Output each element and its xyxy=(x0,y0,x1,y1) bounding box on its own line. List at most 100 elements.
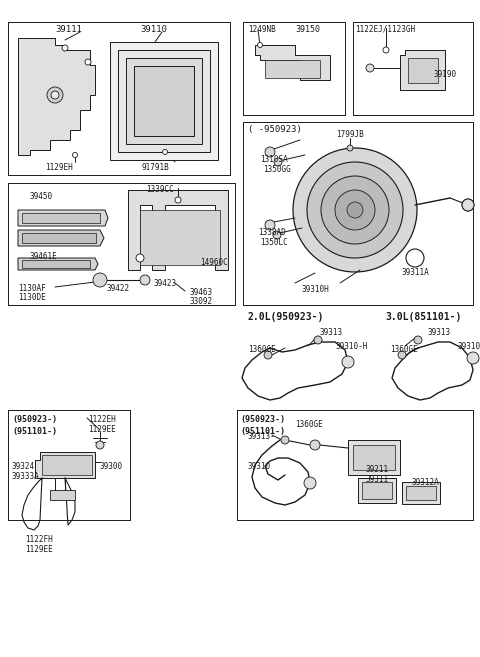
Text: 91791B: 91791B xyxy=(141,163,169,172)
Text: 39313-: 39313- xyxy=(248,432,276,441)
Circle shape xyxy=(467,352,479,364)
Bar xyxy=(348,440,400,475)
Text: 39190: 39190 xyxy=(434,70,457,79)
Circle shape xyxy=(257,43,263,47)
Text: (950923-): (950923-) xyxy=(240,415,285,424)
Text: 1360GE: 1360GE xyxy=(390,345,418,354)
Circle shape xyxy=(264,351,272,359)
Bar xyxy=(42,455,92,475)
Bar xyxy=(358,478,396,503)
Bar xyxy=(406,486,436,500)
Circle shape xyxy=(265,147,275,157)
Circle shape xyxy=(140,275,150,285)
Text: 39422: 39422 xyxy=(107,284,130,293)
Circle shape xyxy=(321,176,389,244)
Text: 39310-H: 39310-H xyxy=(335,342,367,351)
Circle shape xyxy=(366,64,374,72)
Circle shape xyxy=(265,220,275,230)
Circle shape xyxy=(273,231,281,239)
Bar xyxy=(408,58,438,83)
Text: 39324: 39324 xyxy=(12,462,35,471)
Bar xyxy=(22,260,90,268)
Text: 39211: 39211 xyxy=(365,465,388,474)
Circle shape xyxy=(398,351,406,359)
Text: (951101-): (951101-) xyxy=(12,427,57,436)
Text: 1122EH: 1122EH xyxy=(88,415,116,424)
Circle shape xyxy=(342,356,354,368)
Circle shape xyxy=(274,158,282,166)
Bar xyxy=(140,210,220,265)
Polygon shape xyxy=(35,452,95,478)
Polygon shape xyxy=(128,190,228,270)
Circle shape xyxy=(51,91,59,99)
Text: 1339CC: 1339CC xyxy=(146,185,174,194)
Circle shape xyxy=(136,254,144,262)
Polygon shape xyxy=(255,45,330,80)
Text: 33092: 33092 xyxy=(190,297,213,306)
Circle shape xyxy=(96,441,104,449)
Text: 1350GG: 1350GG xyxy=(263,165,291,174)
Text: 39423: 39423 xyxy=(154,279,177,288)
Text: 39461E: 39461E xyxy=(30,252,58,261)
Bar xyxy=(362,482,392,499)
Polygon shape xyxy=(18,210,108,226)
Text: 3.0L(851101-): 3.0L(851101-) xyxy=(385,312,461,322)
Text: 1130AF: 1130AF xyxy=(18,284,46,293)
Text: 1350LC: 1350LC xyxy=(260,238,288,247)
Bar xyxy=(118,50,210,152)
Text: 1129EH: 1129EH xyxy=(45,163,73,172)
Bar xyxy=(265,60,320,78)
Text: 39310: 39310 xyxy=(248,462,271,471)
Circle shape xyxy=(85,59,91,65)
Polygon shape xyxy=(18,38,95,155)
Polygon shape xyxy=(400,50,445,90)
Bar xyxy=(402,482,440,504)
Bar xyxy=(22,213,100,223)
Text: 39150: 39150 xyxy=(295,25,320,34)
Text: ( -950923): ( -950923) xyxy=(248,125,302,134)
Circle shape xyxy=(175,197,181,203)
Circle shape xyxy=(62,45,68,51)
Text: 1360GE: 1360GE xyxy=(248,345,276,354)
Text: 1122FH: 1122FH xyxy=(25,535,53,544)
Bar xyxy=(50,490,75,500)
Polygon shape xyxy=(18,230,104,246)
Text: 39110: 39110 xyxy=(140,25,167,34)
Bar xyxy=(353,445,395,470)
Circle shape xyxy=(72,152,77,158)
Circle shape xyxy=(310,440,320,450)
Bar xyxy=(134,66,194,136)
Text: 1310SA: 1310SA xyxy=(260,155,288,164)
Text: 39450: 39450 xyxy=(30,192,53,201)
Text: 1129EE: 1129EE xyxy=(25,545,53,554)
Text: 39313: 39313 xyxy=(320,328,343,337)
Text: 2.0L(950923-): 2.0L(950923-) xyxy=(248,312,324,322)
Circle shape xyxy=(281,436,289,444)
Circle shape xyxy=(304,477,316,489)
Circle shape xyxy=(383,47,389,53)
Text: 1122EJ/1123GH: 1122EJ/1123GH xyxy=(355,25,415,34)
Bar xyxy=(126,58,202,144)
Text: 1799JB: 1799JB xyxy=(336,130,364,139)
Text: 39310H: 39310H xyxy=(458,342,480,351)
Text: 39333A: 39333A xyxy=(12,472,40,481)
Circle shape xyxy=(335,190,375,230)
Circle shape xyxy=(293,148,417,272)
Text: 39300: 39300 xyxy=(100,462,123,471)
Circle shape xyxy=(163,150,168,154)
Circle shape xyxy=(307,162,403,258)
Text: 1130DE: 1130DE xyxy=(18,293,46,302)
Circle shape xyxy=(462,199,474,211)
Text: 1360GE: 1360GE xyxy=(295,420,323,429)
Polygon shape xyxy=(18,258,98,270)
Text: 39312A: 39312A xyxy=(412,478,440,487)
Text: 39111: 39111 xyxy=(55,25,82,34)
Circle shape xyxy=(314,336,322,344)
Circle shape xyxy=(347,145,353,151)
Circle shape xyxy=(47,87,63,103)
Circle shape xyxy=(347,202,363,218)
Bar xyxy=(110,42,218,160)
Circle shape xyxy=(414,336,422,344)
Text: (951101-): (951101-) xyxy=(240,427,285,436)
Text: 39313: 39313 xyxy=(428,328,451,337)
